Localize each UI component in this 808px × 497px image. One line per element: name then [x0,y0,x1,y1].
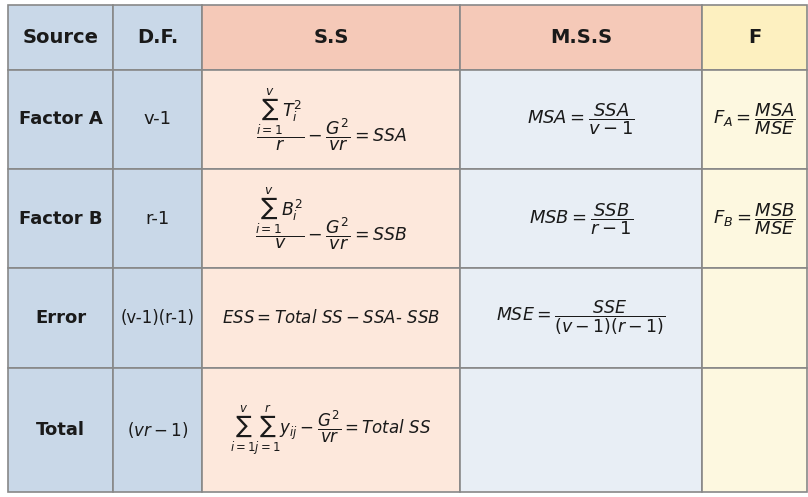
Bar [202,169,460,268]
Bar [113,268,202,368]
Bar [460,5,702,70]
Text: $MSE = \dfrac{SSE}{(v-1)(r-1)}$: $MSE = \dfrac{SSE}{(v-1)(r-1)}$ [496,299,666,337]
Bar [113,5,202,70]
Bar [202,368,460,492]
Text: Error: Error [35,309,86,327]
Bar [460,70,702,169]
Text: v-1: v-1 [143,110,171,128]
Bar [460,169,702,268]
Text: $(vr-1)$: $(vr-1)$ [127,420,188,440]
Text: $F_B = \dfrac{MSB}{MSE}$: $F_B = \dfrac{MSB}{MSE}$ [713,201,796,237]
Text: $\dfrac{\sum_{i=1}^{v}T_i^2}{r} - \dfrac{G^2}{vr} = SSA$: $\dfrac{\sum_{i=1}^{v}T_i^2}{r} - \dfrac… [255,86,406,153]
Text: (v-1)(r-1): (v-1)(r-1) [120,309,195,327]
Bar [202,268,460,368]
Text: Factor B: Factor B [19,210,103,228]
Bar [8,268,113,368]
Text: Source: Source [23,28,99,47]
Text: $\sum_{i=1}^{v}\sum_{j=1}^{r}y_{ij} - \dfrac{G^2}{vr} = Total\ SS$: $\sum_{i=1}^{v}\sum_{j=1}^{r}y_{ij} - \d… [230,403,431,457]
Text: D.F.: D.F. [137,28,178,47]
Text: $ESS = Total\ SS - SSA\text{-}\ SSB$: $ESS = Total\ SS - SSA\text{-}\ SSB$ [222,309,440,327]
Text: $MSB = \dfrac{SSB}{r-1}$: $MSB = \dfrac{SSB}{r-1}$ [529,201,633,237]
Bar [202,70,460,169]
Bar [702,5,807,70]
Bar [8,368,113,492]
Bar [702,70,807,169]
Bar [202,5,460,70]
Text: $MSA = \dfrac{SSA}{v-1}$: $MSA = \dfrac{SSA}{v-1}$ [528,101,635,137]
Bar [113,70,202,169]
Bar [113,368,202,492]
Text: M.S.S: M.S.S [550,28,612,47]
Bar [8,169,113,268]
Text: $\dfrac{\sum_{i=1}^{v}B_i^2}{v} - \dfrac{G^2}{vr} = SSB$: $\dfrac{\sum_{i=1}^{v}B_i^2}{v} - \dfrac… [255,185,407,252]
Text: Factor A: Factor A [19,110,103,128]
Text: r-1: r-1 [145,210,170,228]
Text: $F_A = \dfrac{MSA}{MSE}$: $F_A = \dfrac{MSA}{MSE}$ [713,101,796,137]
Bar [8,70,113,169]
Bar [702,368,807,492]
Bar [702,268,807,368]
Bar [8,5,113,70]
Bar [460,368,702,492]
Bar [113,169,202,268]
Bar [702,169,807,268]
Text: S.S: S.S [314,28,349,47]
Text: Total: Total [36,421,85,439]
Text: F: F [748,28,761,47]
Bar [460,268,702,368]
